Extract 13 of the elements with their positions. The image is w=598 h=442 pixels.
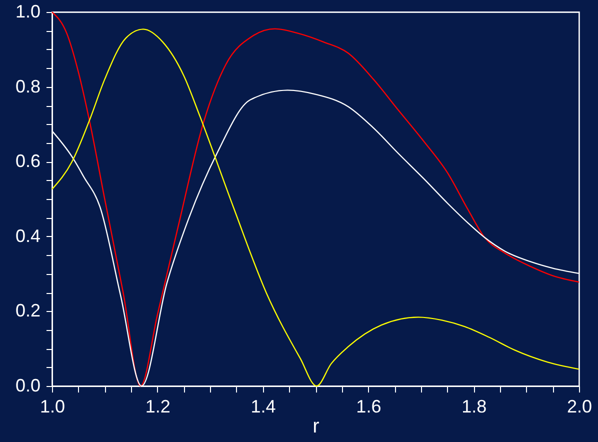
x-tick-label: 1.6	[356, 396, 382, 416]
y-tick-label: 0.0	[15, 376, 40, 396]
x-tick-label: 1.0	[40, 396, 66, 416]
y-tick-label: 0.2	[15, 300, 40, 321]
x-axis-title: r	[312, 416, 320, 438]
y-tick-label: 1.0	[15, 2, 40, 22]
x-tick-label: 1.8	[462, 396, 487, 416]
y-tick-label: 0.4	[15, 226, 40, 246]
x-tick-label: 1.2	[145, 396, 170, 416]
x-tick-label: 2.0	[566, 396, 592, 416]
x-tick-label: 1.4	[250, 396, 276, 416]
y-tick-label: 0.8	[15, 76, 40, 96]
y-tick-label: 0.6	[15, 151, 40, 172]
